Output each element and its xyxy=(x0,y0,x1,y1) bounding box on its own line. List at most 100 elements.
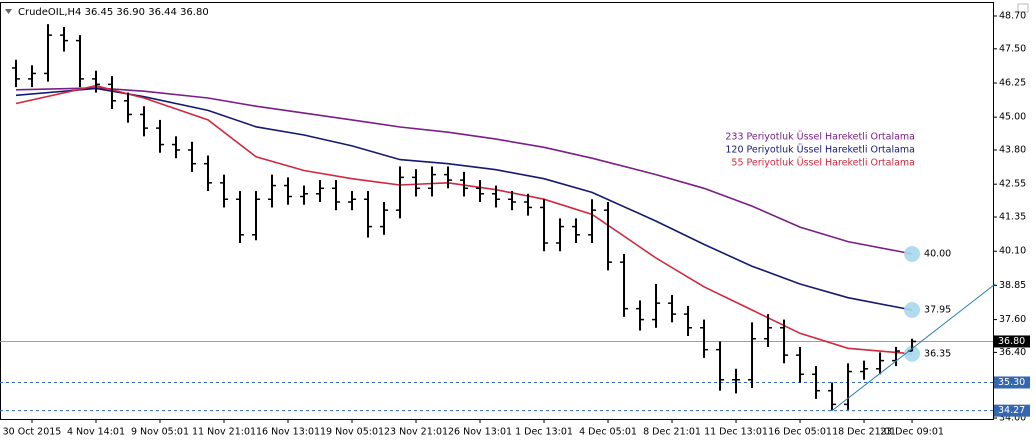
moving-average-label: 40.00 xyxy=(924,248,951,259)
trendline xyxy=(831,283,996,412)
ohlc-bar xyxy=(300,185,309,205)
x-tick-label: 23 Nov 21:01 xyxy=(384,427,448,438)
ohlc-bar xyxy=(284,177,293,205)
end-marker xyxy=(904,245,921,262)
x-tick-label: 1 Dec 13:01 xyxy=(515,427,573,438)
symbol-icon xyxy=(5,9,12,14)
y-tick-label: 42.55 xyxy=(999,179,1026,190)
ohlc-bar xyxy=(540,199,549,252)
ohlc-bar xyxy=(652,284,661,328)
ohlc-bar xyxy=(252,191,261,241)
ohlc-bar xyxy=(716,341,725,391)
y-tick-label: 45.00 xyxy=(999,112,1026,123)
ohlc-bar xyxy=(412,169,421,197)
ohlc-bar xyxy=(236,191,245,243)
ohlc-high: 36.90 xyxy=(116,7,145,18)
x-tick-label: 18 Dec 21:01 xyxy=(832,427,896,438)
y-tick-label: 43.80 xyxy=(999,145,1026,156)
ohlc-bar xyxy=(172,136,181,159)
x-tick-label: 4 Nov 14:01 xyxy=(67,427,125,438)
price-level-label: 36.80 xyxy=(998,336,1025,347)
legend-entry: 120 Periyotluk Üssel Hareketli Ortalama xyxy=(725,145,915,156)
x-tick-label: 8 Dec 21:01 xyxy=(643,427,701,438)
y-tick-label: 46.25 xyxy=(999,78,1026,89)
ohlc-bar xyxy=(188,141,197,172)
ohlc-bar xyxy=(316,180,325,202)
ohlc-bar xyxy=(780,319,789,364)
ohlc-bar xyxy=(268,174,277,208)
ohlc-bar xyxy=(684,305,693,336)
ohlc-bar xyxy=(748,322,757,388)
chart-header: CrudeOIL,H4 36.45 36.90 36.44 36.80 xyxy=(18,7,209,18)
price-level-box xyxy=(994,335,1030,348)
ohlc-bar xyxy=(108,76,117,109)
ohlc-bar xyxy=(588,199,597,243)
ohlc-bar xyxy=(76,35,85,88)
price-level-box xyxy=(994,404,1030,417)
moving-average-line xyxy=(15,84,913,355)
symbol: CrudeOIL,H4 xyxy=(18,7,81,18)
y-tick-label: 41.35 xyxy=(999,212,1026,223)
x-tick-label: 11 Nov 21:01 xyxy=(192,427,256,438)
ohlc-bar xyxy=(636,300,645,331)
ohlc-bar xyxy=(380,201,389,235)
ohlc-bar xyxy=(444,166,453,189)
legend-entry: 55 Periyotluk Üssel Hareketli Ortalama xyxy=(731,158,915,169)
plot-frame xyxy=(0,2,994,420)
x-tick-label: 16 Dec 05:01 xyxy=(768,427,832,438)
ohlc-bar xyxy=(476,180,485,202)
end-marker xyxy=(904,345,921,362)
y-tick-label: 40.10 xyxy=(999,246,1026,257)
ohlc-bar xyxy=(892,346,901,367)
scroll-icon[interactable] xyxy=(1017,3,1029,13)
ohlc-bar xyxy=(428,166,437,197)
ohlc-bar xyxy=(60,26,69,52)
ohlc-bar xyxy=(700,319,709,358)
ohlc-bar xyxy=(604,201,613,271)
ohlc-bar xyxy=(796,346,805,383)
ohlc-close: 36.80 xyxy=(180,7,209,18)
moving-average-line xyxy=(15,87,913,311)
ohlc-bar xyxy=(524,193,533,216)
moving-average-label: 37.95 xyxy=(924,305,951,316)
ohlc-bar xyxy=(572,218,581,243)
ohlc-bar xyxy=(876,352,885,375)
ohlc-bar xyxy=(348,191,357,211)
moving-average-line xyxy=(15,87,913,255)
x-tick-label: 30 Oct 2015 xyxy=(3,427,62,438)
ohlc-low: 36.44 xyxy=(148,7,177,18)
ohlc-bar xyxy=(220,174,229,208)
ohlc-bar xyxy=(44,24,53,82)
ohlc-bar xyxy=(396,166,405,219)
ohlc-bar xyxy=(732,368,741,394)
ohlc-bar xyxy=(844,363,853,410)
ohlc-bar xyxy=(364,191,373,238)
ohlc-bar xyxy=(156,119,165,153)
ohlc-bar xyxy=(668,294,677,323)
x-tick-label: 26 Nov 13:01 xyxy=(448,427,512,438)
ohlc-open: 36.45 xyxy=(85,7,114,18)
price-level-label: 34.27 xyxy=(998,405,1025,416)
ohlc-bar xyxy=(492,185,501,208)
ohlc-bar xyxy=(812,366,821,399)
x-tick-label: 4 Dec 05:01 xyxy=(579,427,637,438)
x-tick-label: 16 Nov 13:01 xyxy=(256,427,320,438)
y-tick-label: 47.50 xyxy=(999,43,1026,54)
ohlc-bar xyxy=(124,92,133,123)
ohlc-bar xyxy=(764,314,773,347)
legend-entry: 233 Periyotluk Üssel Hareketli Ortalama xyxy=(725,132,915,143)
moving-average-label: 36.35 xyxy=(924,348,951,359)
ohlc-bar xyxy=(556,218,565,252)
x-tick-label: 19 Nov 05:01 xyxy=(320,427,384,438)
x-tick-label: 9 Nov 05:01 xyxy=(131,427,189,438)
y-tick-label: 37.60 xyxy=(999,314,1026,325)
ohlc-bar xyxy=(12,59,21,88)
price-level-label: 35.30 xyxy=(998,377,1025,388)
x-tick-label: 23 Dec 09:01 xyxy=(880,427,944,438)
ohlc-bar xyxy=(860,360,869,380)
ohlc-bar xyxy=(92,70,101,93)
x-tick-label: 11 Dec 13:01 xyxy=(704,427,768,438)
ohlc-bar xyxy=(620,253,629,317)
